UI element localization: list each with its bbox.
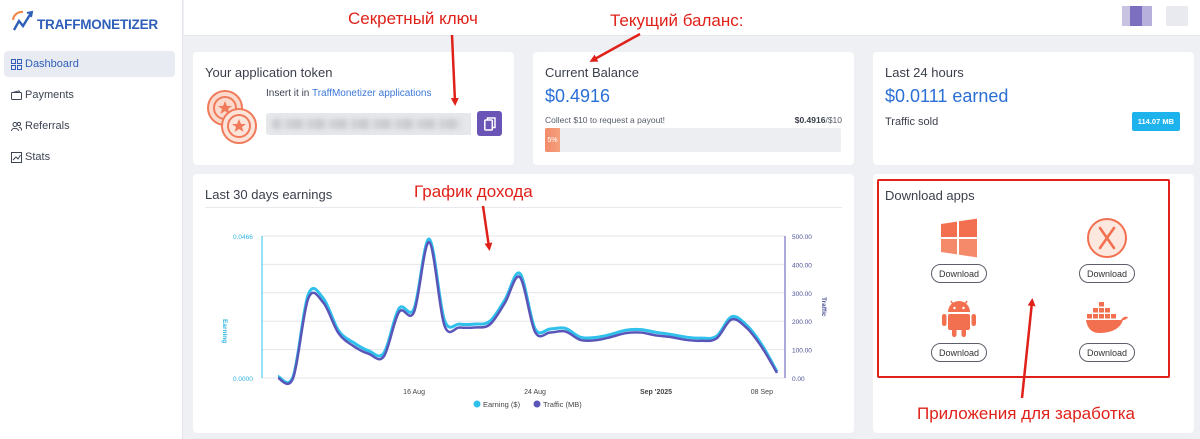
insert-hint: Insert it in TraffMonetizer applications <box>266 88 431 99</box>
app-docker: Download <box>1072 295 1142 362</box>
traffic-sold-label: Traffic sold <box>885 116 939 128</box>
token-card: Your application token Insert it in Traf… <box>193 52 514 165</box>
traffic-series-line <box>277 240 779 386</box>
right-tick-label: 100.00 <box>792 348 812 355</box>
earnings-chart-card: Last 30 days earnings 500.00 400.00 300.00… <box>193 174 854 433</box>
payout-progress-bar: 5% <box>545 128 841 152</box>
insert-hint-prefix: Insert it in <box>266 88 310 99</box>
right-tick-label: 400.00 <box>792 262 812 269</box>
annotation-secret-key: Секретный ключ <box>348 9 478 28</box>
earnings-chart: 500.00 400.00 300.00 200.00 100.00 0.00 0.0466… <box>221 234 827 409</box>
balance-card: Current Balance $0.4916 Collect $10 to r… <box>533 52 854 165</box>
token-card-title: Your application token <box>205 65 333 80</box>
top-bar <box>184 0 1200 36</box>
balance-value: $0.4916 <box>545 86 611 106</box>
chart-icon <box>11 151 22 163</box>
sidebar-item-label: Payments <box>25 89 74 101</box>
dashboard-icon <box>11 58 22 70</box>
sidebar-item-label: Stats <box>25 151 51 163</box>
download-apps-card: Download apps Download Download <box>873 174 1194 433</box>
annotation-income-chart: График дохода <box>414 182 533 201</box>
sidebar-item-stats[interactable]: Stats <box>4 144 175 170</box>
payout-target: /$10 <box>825 115 842 125</box>
right-tick-label: 300.00 <box>792 291 812 298</box>
sidebar: TRAFFMONETIZER Dashboard Payments Referr… <box>0 0 183 439</box>
last24-card: Last 24 hours $0.0111 earned Traffic sol… <box>873 52 1194 165</box>
sidebar-item-label: Referrals <box>25 120 70 132</box>
payout-progress-label: 5% <box>547 136 558 144</box>
app-windows: Download <box>924 216 994 283</box>
right-tick-label: 200.00 <box>792 319 812 326</box>
app-android: Download <box>924 295 994 362</box>
payout-current: $0.4916 <box>794 115 826 125</box>
brand-name: TRAFFMONETIZER <box>37 16 158 32</box>
app-macos: Download <box>1072 216 1142 283</box>
logo-icon <box>11 10 34 31</box>
chart-title-divider <box>205 207 842 208</box>
annotation-balance: Текущий баланс: <box>610 11 744 30</box>
token-field[interactable] <box>266 113 471 135</box>
coins-icon <box>207 90 257 144</box>
x-tick-label: 08 Sep <box>751 389 773 396</box>
legend-earning-label: Earning ($) <box>483 400 521 409</box>
traffic-sold-badge: 114.07 MB <box>1131 112 1180 131</box>
right-tick-label: 0.00 <box>792 376 805 383</box>
copy-icon <box>483 116 496 131</box>
sidebar-item-referrals[interactable]: Referrals <box>4 113 175 139</box>
sidebar-item-payments[interactable]: Payments <box>4 82 175 108</box>
payout-ratio: $0.4916/$10 <box>795 115 842 125</box>
x-tick-label: 24 Aug <box>524 389 546 396</box>
users-icon <box>11 121 22 131</box>
payout-hint: Collect $10 to request a payout! <box>545 115 666 125</box>
download-android-button[interactable]: Download <box>930 343 988 362</box>
legend-traffic-swatch <box>533 400 541 408</box>
last24-card-title: Last 24 hours <box>885 65 964 80</box>
applications-link[interactable]: TraffMonetizer applications <box>311 88 432 99</box>
sidebar-item-label: Dashboard <box>25 58 79 70</box>
download-windows-button[interactable]: Download <box>930 264 988 283</box>
wallet-icon <box>11 89 22 100</box>
download-card-title: Download apps <box>885 188 975 203</box>
sidebar-nav: Dashboard Payments Referrals Stats <box>4 51 175 175</box>
legend-traffic-label: Traffic (MB) <box>543 400 582 409</box>
x-tick-label: Sep '2025 <box>640 389 672 396</box>
user-menu-button[interactable] <box>1166 6 1188 26</box>
docker-icon <box>1085 295 1129 339</box>
macos-icon <box>1085 216 1129 260</box>
windows-icon <box>937 216 981 260</box>
right-axis-title: Traffic <box>820 297 827 317</box>
download-docker-button[interactable]: Download <box>1078 343 1136 362</box>
balance-card-title: Current Balance <box>545 65 639 80</box>
left-tick-label: 0.0000 <box>233 376 253 383</box>
token-value-blurred <box>272 119 462 129</box>
sidebar-item-dashboard[interactable]: Dashboard <box>4 51 175 77</box>
brand-logo[interactable]: TRAFFMONETIZER <box>10 8 158 34</box>
left-axis-title: Earning <box>221 319 228 343</box>
payout-progress-fill: 5% <box>545 128 560 152</box>
right-tick-label: 500.00 <box>792 234 812 241</box>
copy-token-button[interactable] <box>477 111 502 136</box>
avatar[interactable] <box>1122 6 1152 26</box>
x-tick-label: 16 Aug <box>403 389 425 396</box>
annotation-apps: Приложения для заработка <box>917 404 1135 423</box>
download-macos-button[interactable]: Download <box>1078 264 1136 283</box>
chart-title: Last 30 days earnings <box>205 187 333 202</box>
last24-earned: $0.0111 earned <box>885 86 1009 106</box>
legend-earning-swatch <box>473 400 481 408</box>
left-tick-label: 0.0466 <box>233 234 253 241</box>
android-icon <box>937 295 981 339</box>
earning-series-line <box>277 237 779 384</box>
